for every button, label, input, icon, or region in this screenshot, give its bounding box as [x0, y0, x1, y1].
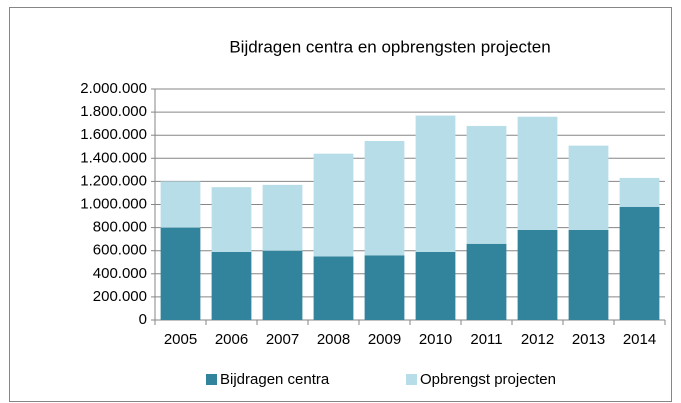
bar-segment	[262, 250, 303, 320]
y-tick-label: 1.600.000	[80, 126, 147, 143]
legend-label: Bijdragen centra	[220, 371, 330, 388]
y-tick-label: 1.000.000	[80, 195, 147, 212]
bar-segment	[160, 181, 201, 228]
bar-segment	[466, 243, 507, 320]
x-tick-label: 2009	[368, 331, 401, 348]
x-tick-label: 2013	[572, 331, 605, 348]
bar-segment	[364, 255, 405, 320]
y-tick-label: 0	[139, 311, 147, 328]
x-tick-label: 2014	[623, 331, 656, 348]
y-tick-label: 600.000	[93, 242, 147, 259]
bar-segment	[517, 116, 558, 230]
x-tick-label: 2012	[521, 331, 554, 348]
legend-label: Opbrengst projecten	[420, 371, 556, 388]
y-tick-label: 2.000.000	[80, 80, 147, 97]
y-tick-label: 1.400.000	[80, 149, 147, 166]
chart-title: Bijdragen centra en opbrengsten projecte…	[229, 37, 550, 56]
bar-segment	[619, 206, 660, 320]
y-tick-label: 200.000	[93, 288, 147, 305]
bar-segment	[160, 227, 201, 320]
legend-swatch	[206, 374, 217, 385]
x-tick-label: 2006	[215, 331, 248, 348]
bar-segment	[568, 229, 609, 320]
y-tick-label: 800.000	[93, 219, 147, 236]
legend-swatch	[406, 374, 417, 385]
bar-segment	[568, 145, 609, 230]
bar-segment	[415, 115, 456, 252]
bar-segment	[415, 251, 456, 320]
y-tick-label: 400.000	[93, 265, 147, 282]
bar-segment	[313, 256, 354, 320]
y-tick-label: 1.800.000	[80, 103, 147, 120]
bar-segment	[211, 251, 252, 320]
x-tick-label: 2011	[470, 331, 502, 348]
bar-segment	[313, 153, 354, 257]
bar-segment	[619, 177, 660, 207]
bar-segment	[364, 140, 405, 256]
x-tick-label: 2005	[164, 331, 197, 348]
bar-segment	[211, 187, 252, 252]
x-tick-label: 2007	[266, 331, 299, 348]
bar-segment	[517, 229, 558, 320]
bar-segment	[466, 125, 507, 244]
y-tick-label: 1.200.000	[80, 172, 147, 189]
bar-segment	[262, 184, 303, 251]
x-tick-label: 2010	[419, 331, 452, 348]
x-tick-label: 2008	[317, 331, 350, 348]
